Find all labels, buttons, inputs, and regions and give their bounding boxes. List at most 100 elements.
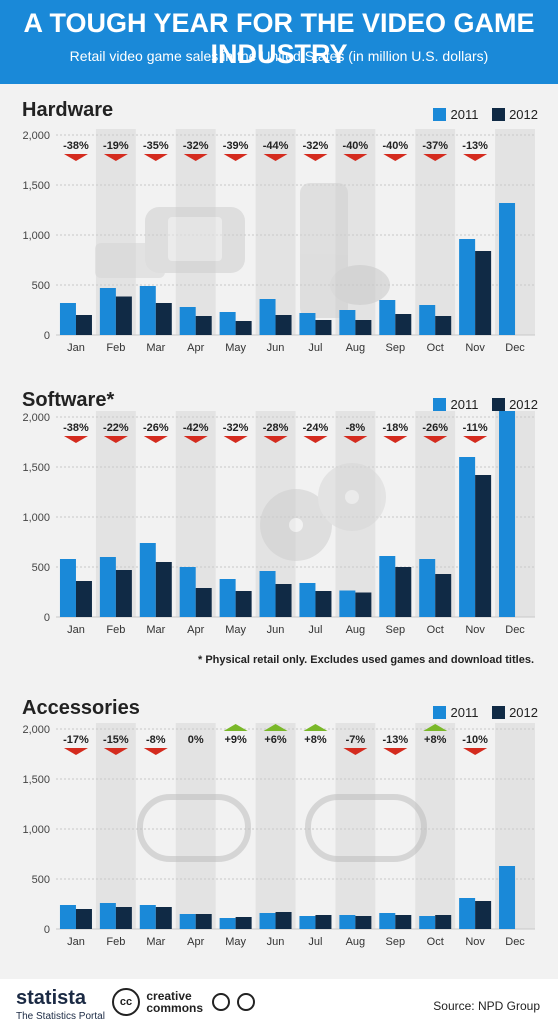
bar-2012-jun (275, 912, 292, 929)
bar-2011-jan (59, 559, 76, 617)
legend-software: 2011 2012 (423, 397, 538, 412)
bar-2011-jul (299, 916, 316, 929)
page-title: A TOUGH YEAR FOR THE VIDEO GAME INDUSTRY (23, 8, 535, 69)
bar-2011-sep (379, 300, 396, 335)
software-bar-chart: 0 500 1,000 1,500 2,000 Jan -38% Feb -22% Mar -26%… (22, 411, 535, 636)
bar-2011-aug (339, 590, 356, 617)
bar-2012-apr (195, 316, 212, 335)
y-tick-label: 0 (44, 330, 50, 342)
x-tick-label: Jun (267, 342, 285, 354)
x-tick-label: Feb (106, 936, 125, 948)
bar-2011-jul (299, 313, 316, 335)
up-arrow-icon (223, 724, 248, 731)
bar-2012-feb (115, 907, 132, 929)
change-label: +9% (224, 734, 247, 746)
disc-silhouettes (260, 463, 386, 561)
change-label: -38% (63, 140, 89, 152)
down-arrow-icon (143, 748, 168, 755)
down-arrow-icon (143, 154, 168, 161)
legend-item-2011: 2011 (433, 705, 478, 720)
change-label: -26% (143, 422, 169, 434)
down-arrow-icon (303, 436, 328, 443)
bar-2012-oct (435, 574, 452, 617)
change-label: -42% (183, 422, 209, 434)
down-arrow-icon (343, 154, 368, 161)
y-tick-label: 0 (44, 612, 50, 624)
down-arrow-icon (63, 748, 88, 755)
bar-2012-oct (435, 316, 452, 335)
hardware-panel: Hardware 2011 2012 0 500 1,000 1,500 2,000 Ja… (0, 95, 558, 370)
x-tick-label: Oct (427, 936, 444, 948)
bar-2011-nov (459, 239, 476, 335)
legend-label-2011: 2011 (450, 705, 479, 720)
x-tick-label: Sep (386, 342, 406, 354)
change-label: 0% (188, 734, 204, 746)
down-arrow-icon (63, 154, 88, 161)
bar-2011-sep (379, 913, 396, 929)
change-label: -19% (103, 140, 129, 152)
down-arrow-icon (303, 154, 328, 161)
playstation-controller-icon (305, 794, 427, 862)
x-tick-label: Aug (346, 624, 366, 636)
cc-line-1: creative (146, 989, 192, 1003)
attribution-icon (212, 993, 231, 1011)
bar-2011-apr (179, 914, 196, 929)
bar-2011-apr (179, 307, 196, 335)
change-label: +6% (264, 734, 287, 746)
bar-2011-aug (339, 915, 356, 929)
legend-item-2011: 2011 (433, 107, 478, 122)
change-label: -8% (146, 734, 166, 746)
x-tick-label: Mar (146, 624, 165, 636)
change-label: -38% (63, 422, 89, 434)
y-tick-label: 1,500 (22, 462, 50, 474)
change-label: -32% (223, 422, 249, 434)
x-tick-label: Sep (386, 624, 406, 636)
bar-2011-oct (419, 305, 436, 335)
hardware-bar-chart: 0 500 1,000 1,500 2,000 Jan -38% Feb -19% Mar -35%… (22, 129, 535, 354)
y-tick-label: 2,000 (22, 412, 50, 424)
bar-2012-jan (75, 315, 92, 335)
console-silhouettes (95, 183, 390, 318)
bar-2011-feb (99, 557, 116, 617)
down-arrow-icon (463, 436, 488, 443)
bar-2011-mar (139, 905, 156, 929)
legend-item-2012: 2012 (492, 397, 538, 412)
bar-2011-jun (259, 913, 276, 929)
x-tick-label: May (225, 936, 246, 948)
down-arrow-icon (263, 436, 288, 443)
change-label: +8% (304, 734, 327, 746)
statista-logo-icon[interactable]: statista (16, 987, 87, 1009)
down-arrow-icon (463, 154, 488, 161)
bar-2012-mar (155, 562, 172, 617)
x-tick-label: May (225, 624, 246, 636)
change-label: +8% (424, 734, 447, 746)
controller-silhouettes (137, 794, 427, 862)
x-tick-label: Oct (427, 624, 444, 636)
x-tick-label: Aug (346, 342, 366, 354)
bar-2012-apr (195, 914, 212, 929)
bar-2012-jun (275, 584, 292, 617)
bar-2012-sep (395, 567, 412, 617)
down-arrow-icon (263, 154, 288, 161)
up-arrow-icon (303, 724, 328, 731)
change-label: -28% (263, 422, 289, 434)
column-band (415, 129, 456, 335)
change-label: -22% (103, 422, 129, 434)
bar-2012-feb (115, 296, 132, 335)
column-band (175, 723, 216, 929)
x-tick-label: Nov (465, 624, 485, 636)
xbox-controller-icon (330, 265, 390, 305)
down-arrow-icon (103, 154, 128, 161)
bar-2011-sep (379, 556, 396, 617)
down-arrow-icon (183, 154, 208, 161)
creative-commons-icon[interactable]: cc creative commons (112, 988, 255, 1016)
y-tick-label: 500 (32, 562, 50, 574)
y-tick-label: 2,000 (22, 130, 50, 142)
down-arrow-icon (223, 154, 248, 161)
page-subtitle: Retail video game sales in the United St… (69, 48, 489, 64)
xbox-controller-icon (137, 794, 251, 862)
change-label: -15% (103, 734, 129, 746)
panel-title-accessories: Accessories (22, 697, 140, 719)
change-label: -7% (346, 734, 366, 746)
bar-2012-jun (275, 315, 292, 335)
